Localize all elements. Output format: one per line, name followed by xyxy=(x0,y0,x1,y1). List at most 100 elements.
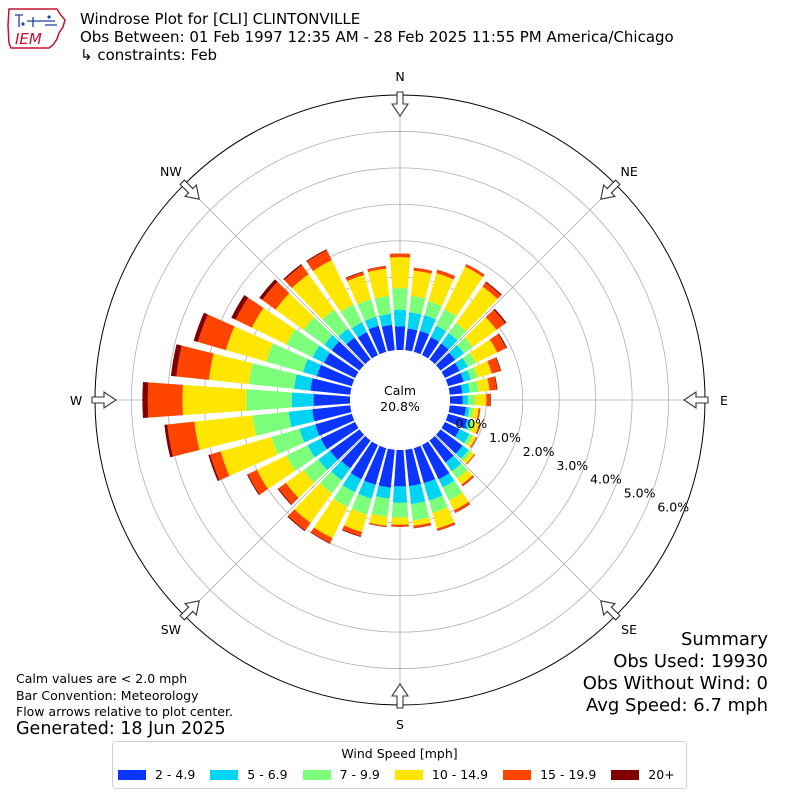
bar-segment xyxy=(374,295,391,317)
bar-segment xyxy=(410,501,430,521)
bar-segment xyxy=(340,304,363,329)
bar-segment xyxy=(475,393,487,407)
bar-segment xyxy=(331,460,351,481)
bar-segment xyxy=(421,441,450,480)
bar-segment xyxy=(342,525,363,537)
bar-segment xyxy=(444,266,483,317)
bar-segment xyxy=(391,502,409,518)
bar-segment xyxy=(467,380,479,393)
bar-segment xyxy=(256,455,296,490)
bar-segment xyxy=(306,250,332,271)
radial-tick-label: 6.0% xyxy=(657,500,689,515)
bar-segment xyxy=(303,459,328,483)
bar-segment xyxy=(277,488,292,506)
bar-segment xyxy=(448,322,467,341)
calm-note: Calm values are < 2.0 mph xyxy=(16,671,188,686)
bar-segment xyxy=(468,394,476,406)
bar-segment xyxy=(392,486,408,503)
bar-segment xyxy=(369,513,388,526)
radial-tick-label: 3.0% xyxy=(556,458,588,473)
legend-item: 20+ xyxy=(611,767,675,782)
bar-segment xyxy=(285,470,315,498)
bar-segment xyxy=(367,265,386,270)
bar-segment xyxy=(405,448,421,486)
legend-swatch xyxy=(394,769,423,780)
bar-segment xyxy=(315,413,355,436)
bar-segment xyxy=(421,337,440,359)
flow-arrow-icon xyxy=(91,390,117,410)
bar-segment xyxy=(449,492,469,511)
bar-segment xyxy=(461,475,474,487)
bar-segment xyxy=(262,281,290,310)
windrose-bars xyxy=(142,249,508,544)
bar-segment xyxy=(476,408,481,420)
bar-segment xyxy=(316,364,355,387)
radial-tick-label: 5.0% xyxy=(624,486,656,501)
bar-segment xyxy=(464,406,470,417)
bar-segment xyxy=(445,372,464,387)
bar-segment xyxy=(466,454,476,465)
flow-arrows-note: Flow arrows relative to plot center. xyxy=(16,704,233,719)
bar-segment xyxy=(455,445,469,459)
bar-segment xyxy=(476,423,482,435)
bar-segment xyxy=(460,370,471,382)
legend-item: 5 - 6.9 xyxy=(210,767,288,782)
bar-segment xyxy=(291,392,314,408)
bar-segment xyxy=(346,337,371,365)
legend-label: 20+ xyxy=(648,767,675,782)
legend-items: 2 - 4.9 5 - 6.9 7 - 9.9 10 - 14.9 15 - 19.9 2… xyxy=(118,767,690,782)
plot-notes: Calm values are < 2.0 mph Bar Convention… xyxy=(16,671,233,721)
bar-segment xyxy=(489,333,507,353)
bar-segment xyxy=(194,415,257,450)
legend-label: 2 - 4.9 xyxy=(155,767,196,782)
bar-segment xyxy=(441,421,460,438)
bar-segment xyxy=(271,428,305,455)
bar-segment xyxy=(463,451,475,464)
legend-label: 15 - 19.9 xyxy=(540,767,597,782)
bar-segment xyxy=(429,343,449,365)
bar-segment xyxy=(220,436,278,476)
chart-title: Windrose Plot for [CLI] CLINTONVILLE Obs… xyxy=(80,10,674,64)
bar-segment xyxy=(487,376,497,391)
bar-segment xyxy=(306,249,327,262)
bar-segment xyxy=(324,334,340,351)
bar-segment xyxy=(405,328,418,352)
summary-obs-without-wind: Obs Without Wind: 0 xyxy=(582,673,768,694)
compass-label: E xyxy=(720,393,728,408)
bar-segment xyxy=(294,374,313,391)
bar-segment xyxy=(247,469,268,495)
radial-tick-label: 1.0% xyxy=(489,430,521,445)
logo-text: IEM xyxy=(15,30,42,48)
bar-segment xyxy=(456,337,473,354)
bar-segment xyxy=(266,343,308,373)
bar-segment xyxy=(391,517,409,525)
bar-segment xyxy=(432,507,455,529)
bar-segment xyxy=(278,482,299,505)
bar-segment xyxy=(288,509,311,531)
bar-segment xyxy=(445,413,468,429)
bar-segment xyxy=(369,522,387,527)
bar-segment xyxy=(312,345,330,363)
compass-label: S xyxy=(396,717,404,732)
bar-segment xyxy=(428,495,448,513)
bar-segment xyxy=(291,274,335,320)
bar-segment xyxy=(428,273,454,307)
bar-segment xyxy=(310,527,333,544)
compass-label: NE xyxy=(620,164,637,179)
bar-segment xyxy=(307,438,327,458)
bar-segment xyxy=(350,441,379,480)
bar-segment xyxy=(313,393,351,407)
bar-segment xyxy=(358,480,376,499)
summary-avg-speed: Avg Speed: 6.7 mph xyxy=(586,695,768,716)
legend-swatch xyxy=(503,769,532,780)
bar-segment xyxy=(445,455,462,472)
bar-segment xyxy=(409,483,426,505)
bar-segment xyxy=(347,274,372,305)
bar-segment xyxy=(462,476,475,487)
bar-segment xyxy=(323,352,359,379)
bar-segment xyxy=(394,326,406,351)
grid-spoke xyxy=(435,435,616,616)
bar-segment xyxy=(424,301,442,320)
bar-segment xyxy=(371,496,390,517)
